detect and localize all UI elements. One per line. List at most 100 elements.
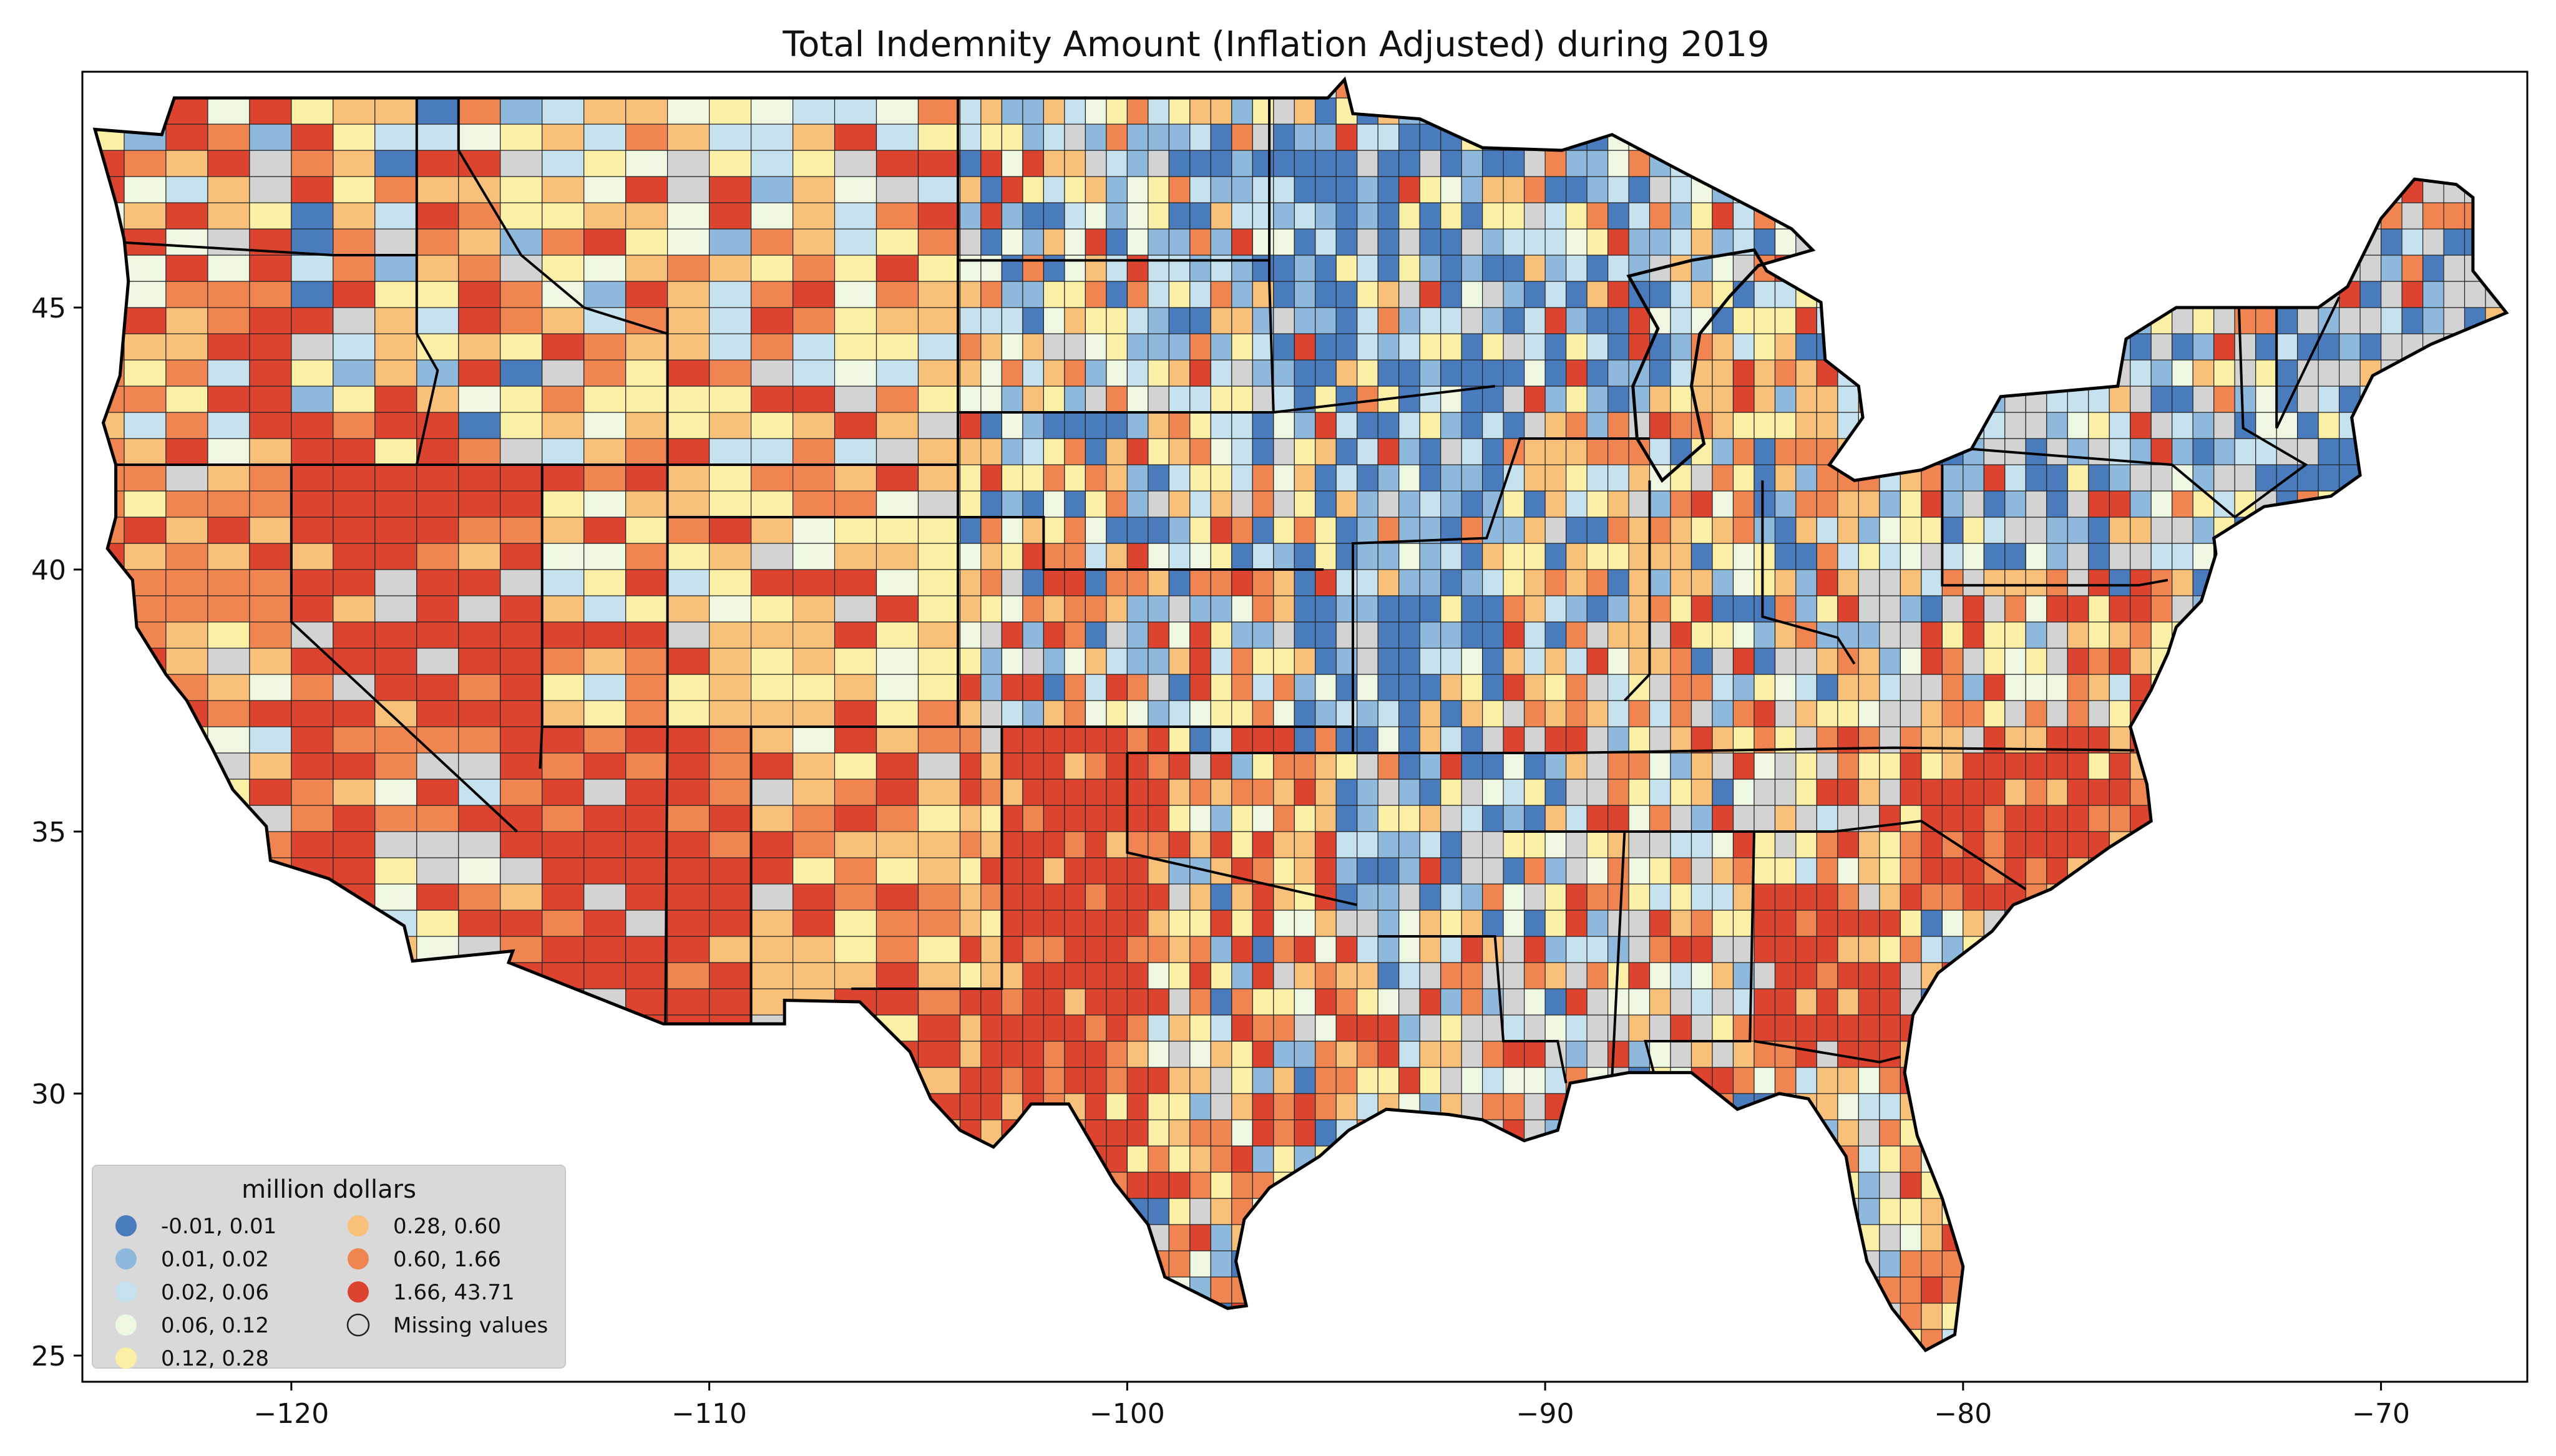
county	[1273, 857, 1295, 885]
county	[1440, 569, 1462, 596]
county	[1357, 150, 1378, 177]
county	[1858, 1145, 1880, 1173]
county	[1377, 464, 1400, 492]
county	[1377, 438, 1400, 465]
county	[374, 543, 417, 570]
county	[1210, 1250, 1232, 1278]
county	[1524, 1041, 1546, 1068]
county	[583, 150, 627, 177]
county	[959, 805, 982, 832]
county	[1168, 1014, 1191, 1042]
county	[1210, 779, 1232, 806]
county	[792, 255, 836, 282]
county	[124, 281, 167, 308]
county	[1461, 648, 1483, 675]
county	[1503, 1093, 1525, 1120]
county	[959, 700, 982, 727]
county	[1210, 805, 1232, 832]
county	[876, 805, 919, 832]
county	[1628, 752, 1651, 780]
county	[1774, 1067, 1797, 1094]
county	[458, 910, 501, 937]
county	[1524, 255, 1546, 282]
county	[458, 412, 501, 439]
county	[1983, 831, 2006, 858]
county	[1816, 700, 1838, 727]
county	[1189, 228, 1211, 256]
county	[1586, 333, 1609, 361]
county	[2130, 386, 2152, 413]
county	[1712, 621, 1734, 649]
county	[1858, 595, 1880, 623]
county	[1085, 648, 1107, 675]
county	[1690, 883, 1713, 911]
county	[1043, 150, 1065, 177]
county	[1085, 386, 1107, 413]
county	[1252, 726, 1274, 754]
county	[500, 124, 543, 151]
county	[834, 674, 877, 701]
county	[1732, 359, 1755, 387]
county	[625, 674, 668, 701]
county	[1544, 228, 1567, 256]
county	[1419, 228, 1441, 256]
county	[1168, 1093, 1191, 1120]
county	[1440, 543, 1462, 570]
county	[1732, 674, 1755, 701]
county	[1168, 1041, 1191, 1068]
county	[1837, 595, 1859, 623]
county	[1586, 805, 1609, 832]
county	[2339, 333, 2361, 361]
county	[708, 124, 752, 151]
county	[1126, 1093, 1149, 1120]
county	[1566, 333, 1588, 361]
county	[500, 910, 543, 937]
county	[876, 124, 919, 151]
county	[1690, 595, 1713, 623]
county	[1712, 490, 1734, 518]
county	[1524, 962, 1546, 989]
county	[1085, 176, 1107, 203]
county	[1921, 883, 1943, 911]
county	[1231, 1041, 1253, 1068]
county	[249, 490, 292, 518]
county	[1566, 150, 1588, 177]
county	[2109, 569, 2131, 596]
county	[1335, 779, 1358, 806]
county	[416, 124, 459, 151]
county	[291, 595, 334, 623]
county	[1649, 569, 1671, 596]
county	[1858, 910, 1880, 937]
county	[876, 569, 919, 596]
county	[500, 779, 543, 806]
county	[1273, 255, 1295, 282]
county	[1921, 700, 1943, 727]
county	[2109, 595, 2131, 623]
county	[2088, 621, 2110, 649]
county	[917, 124, 961, 151]
county	[333, 831, 376, 858]
county	[1963, 569, 1984, 596]
county	[1168, 569, 1191, 596]
county	[1148, 1172, 1169, 1199]
county	[2276, 333, 2298, 361]
county	[1357, 176, 1378, 203]
county	[1921, 857, 1943, 885]
county	[1524, 543, 1546, 570]
county	[1879, 883, 1901, 911]
county	[1607, 1014, 1629, 1042]
county	[708, 883, 752, 911]
county	[165, 464, 208, 492]
county	[1566, 517, 1588, 544]
county	[917, 857, 961, 885]
county	[2067, 779, 2089, 806]
county	[2109, 543, 2131, 570]
county	[1732, 569, 1755, 596]
county	[1482, 883, 1504, 911]
county	[625, 176, 668, 203]
county	[980, 726, 1003, 754]
county	[1670, 228, 1692, 256]
county	[1503, 464, 1525, 492]
county	[583, 255, 627, 282]
county	[542, 150, 585, 177]
